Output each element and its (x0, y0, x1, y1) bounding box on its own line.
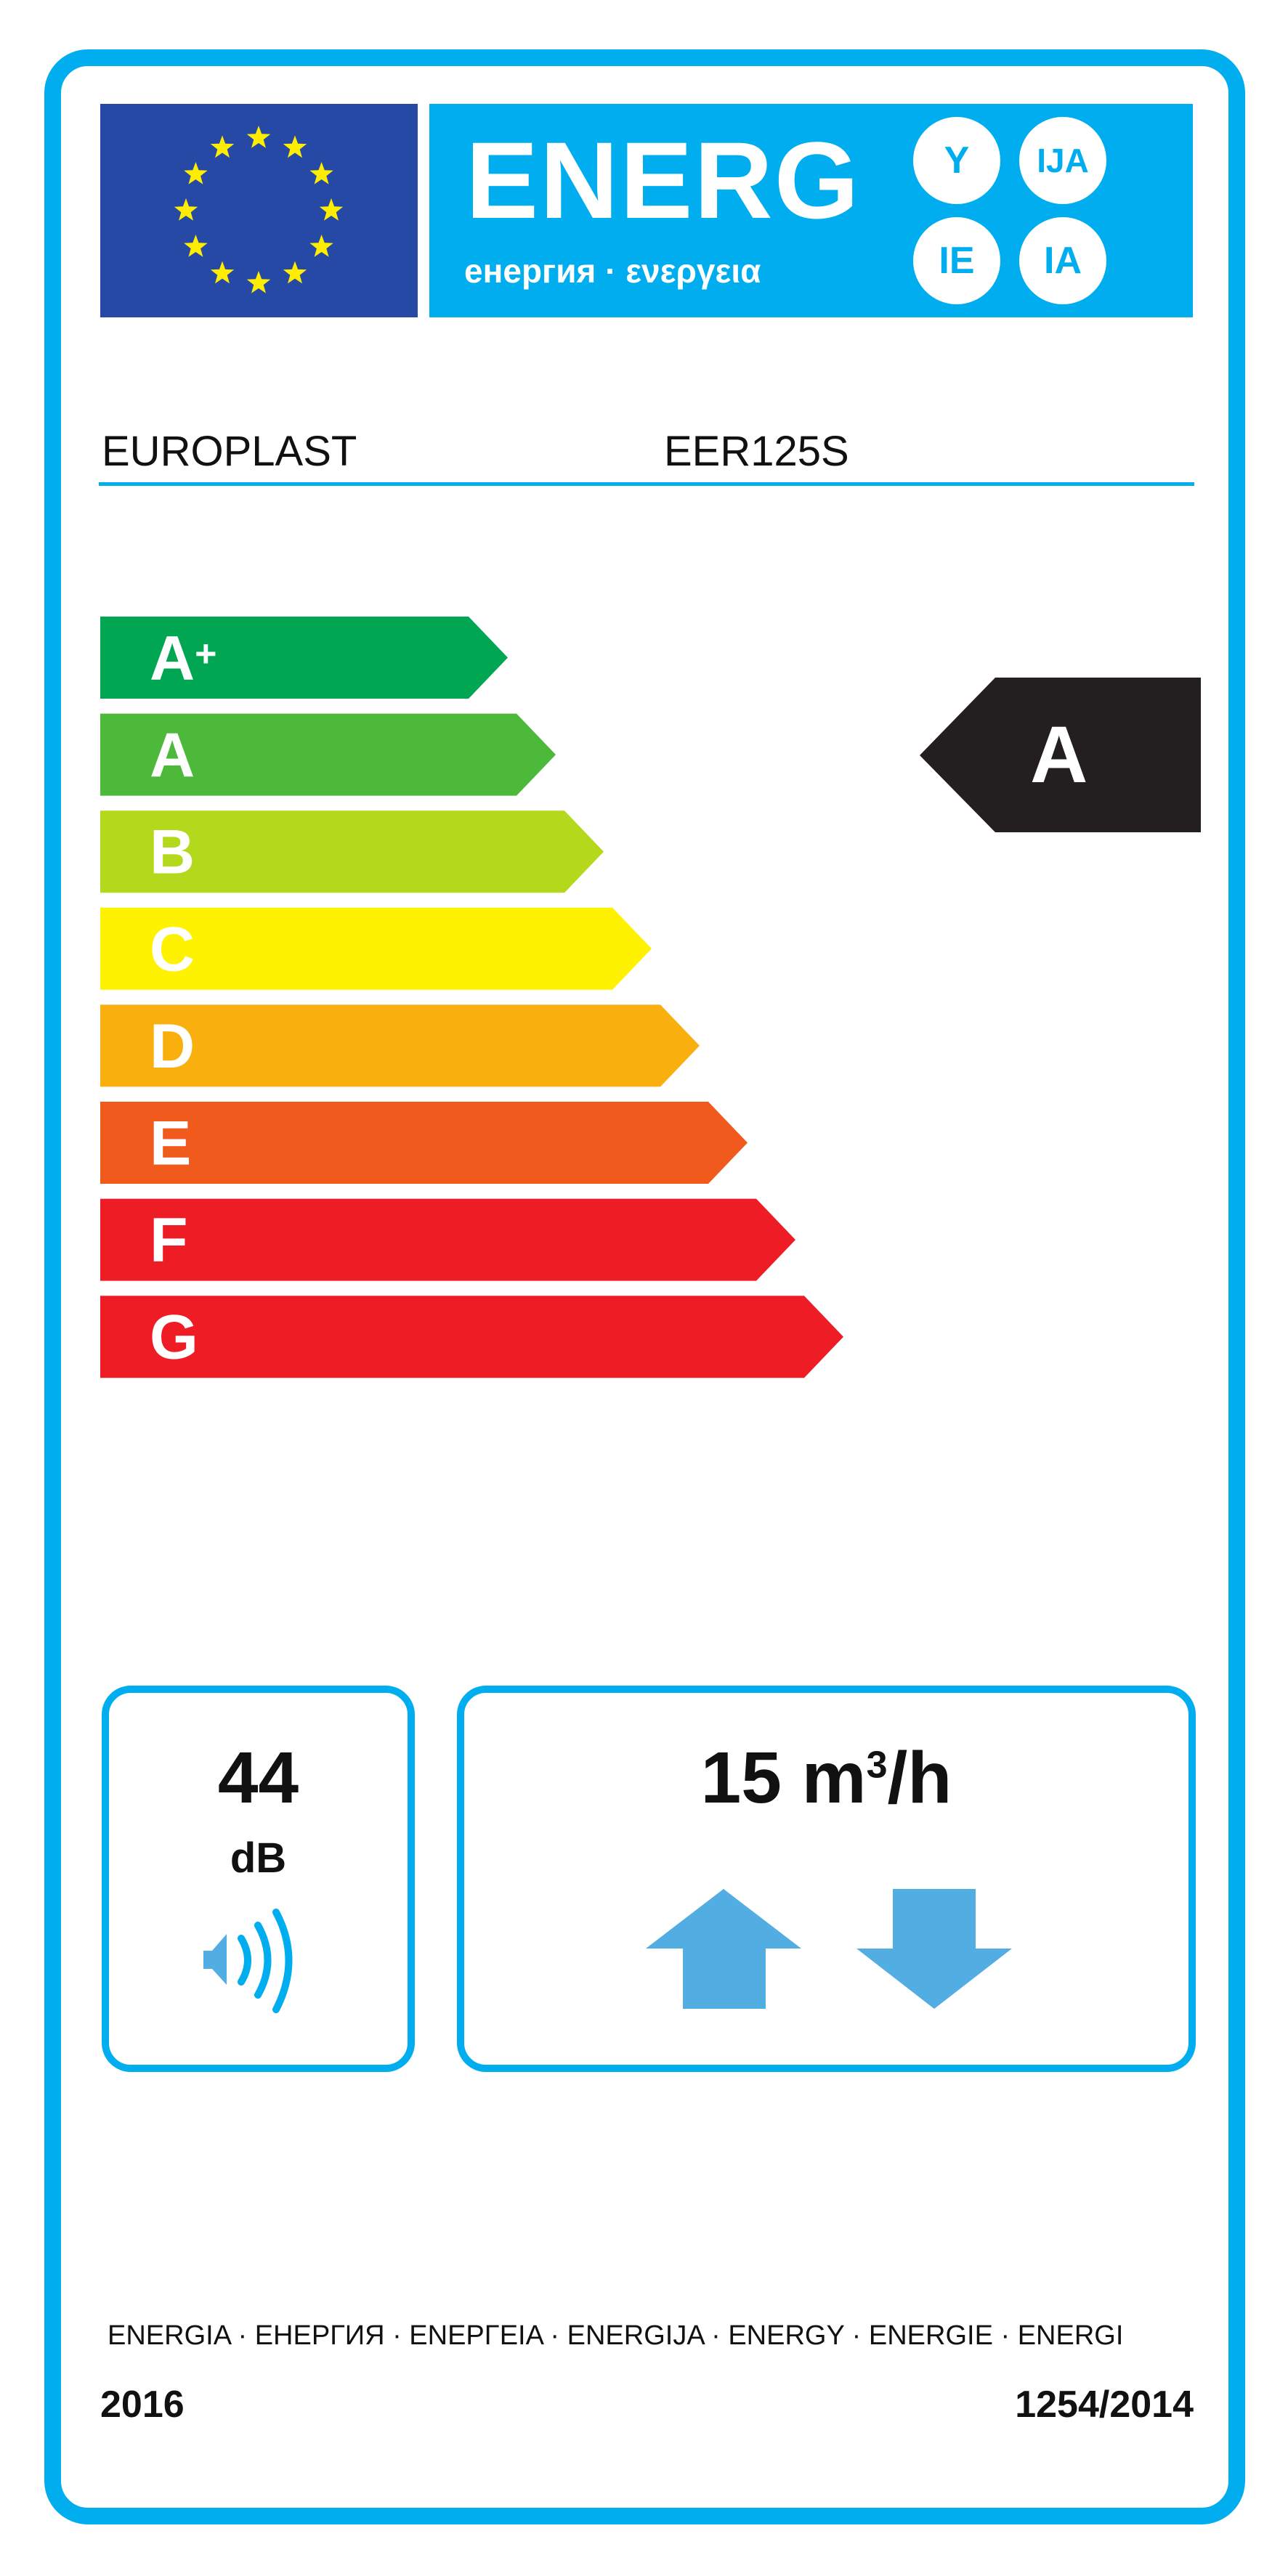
energy-class-label: C (150, 914, 195, 984)
airflow-exponent: 3 (866, 1744, 888, 1787)
energy-class-bar-G: G (100, 1296, 843, 1378)
energy-class-label: E (150, 1109, 191, 1179)
energy-class-bar-B: B (100, 810, 604, 893)
noise-box: 44 dB (102, 1686, 415, 2072)
airflow-box: 15 m3/h (457, 1686, 1196, 2072)
eu-stars-icon (174, 126, 344, 293)
star-icon (283, 261, 307, 284)
suffix-y: Y (913, 117, 1000, 204)
noise-value: 44 (217, 1737, 299, 1819)
star-icon (210, 135, 235, 158)
energy-class-bar-E: E (100, 1102, 748, 1184)
rating-arrow: A (920, 678, 1201, 832)
star-icon (309, 162, 333, 184)
energy-class-bar-A+: A+ (100, 617, 508, 699)
energy-logo: ENERG енергия · ενεργεια Y IJA IE IA (429, 104, 1193, 317)
footer-year: 2016 (100, 2384, 185, 2426)
footer-regulation: 1254/2014 (1015, 2384, 1194, 2426)
airflow-value: 15 m3/h (464, 1738, 1188, 1818)
star-icon (184, 162, 208, 184)
label-frame (44, 49, 1245, 2524)
energy-class-label: A (150, 720, 195, 790)
airflow-unit: /h (887, 1737, 952, 1819)
eu-flag (100, 104, 418, 317)
arrow-up-icon (646, 1889, 801, 2009)
speaker-icon (203, 1909, 293, 2013)
energy-class-label: D (150, 1012, 195, 1081)
energy-class-bar-A: A (100, 713, 556, 796)
up-down-arrows-icon (646, 1889, 1012, 2009)
energy-logo-text: ENERG (466, 126, 861, 235)
supplier-name: EUROPLAST (102, 428, 357, 475)
energy-class-label: F (150, 1206, 188, 1275)
star-icon (319, 198, 344, 221)
rating-label: A (1030, 710, 1087, 800)
suffix-ie: IE (913, 217, 1000, 304)
energy-logo-subtitle: енергия · ενεργεια (464, 253, 761, 290)
star-icon (246, 271, 271, 293)
energy-class-bar-D: D (100, 1004, 700, 1087)
star-icon (246, 126, 271, 148)
energy-class-bar-C: C (100, 907, 652, 990)
energy-class-label: B (150, 818, 195, 887)
suffix-ija: IJA (1019, 117, 1106, 204)
divider (99, 482, 1194, 486)
arrow-down-icon (856, 1889, 1012, 2009)
energy-class-bar-F: F (100, 1198, 795, 1281)
star-icon (184, 235, 208, 257)
suffix-ia: IA (1019, 217, 1106, 304)
energy-class-label: G (150, 1303, 198, 1373)
star-icon (309, 235, 333, 257)
footer-languages: ENERGIA · ЕНЕРГИЯ · ΕΝΕΡΓΕΙΑ · ENERGIJA … (108, 2320, 1124, 2351)
star-icon (283, 135, 307, 158)
star-icon (174, 198, 198, 221)
star-icon (210, 261, 235, 284)
model-identifier: EER125S (664, 428, 849, 475)
airflow-number: 15 m (700, 1737, 867, 1819)
noise-unit: dB (230, 1835, 287, 1882)
